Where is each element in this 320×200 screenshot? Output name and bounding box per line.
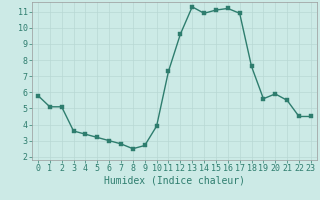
X-axis label: Humidex (Indice chaleur): Humidex (Indice chaleur) — [104, 176, 245, 186]
